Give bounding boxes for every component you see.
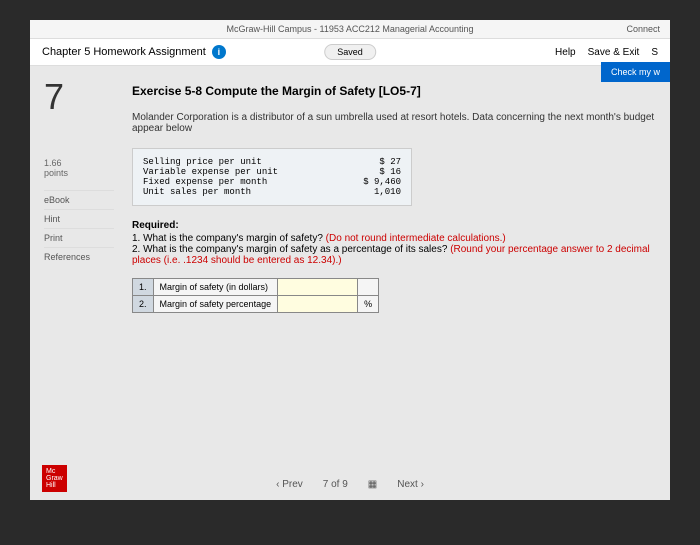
prev-button[interactable]: ‹ Prev [276,479,303,490]
ebook-link[interactable]: eBook [44,190,114,209]
answer-table: 1. Margin of safety (in dollars) 2. Marg… [132,278,379,313]
submit-link[interactable]: S [651,47,658,58]
saved-badge: Saved [324,44,376,60]
exercise-description: Molander Corporation is a distributor of… [132,112,656,134]
connect-link[interactable]: Connect [626,24,660,34]
page-position: 7 of 9 [323,479,348,490]
grid-icon[interactable]: ▦ [368,479,377,490]
save-exit-link[interactable]: Save & Exit [588,47,640,58]
next-button[interactable]: Next › [397,479,424,490]
points-value: 1.66 [44,158,114,168]
points-label: points [44,168,114,178]
print-link[interactable]: Print [44,228,114,247]
course-title: McGraw-Hill Campus - 11953 ACC212 Manage… [227,24,474,34]
references-link[interactable]: References [44,247,114,266]
exercise-title: Exercise 5-8 Compute the Margin of Safet… [132,84,656,98]
chapter-title: Chapter 5 Homework Assignment [42,46,206,58]
check-work-button[interactable]: Check my w [601,62,670,82]
help-link[interactable]: Help [555,47,576,58]
hint-link[interactable]: Hint [44,209,114,228]
info-icon[interactable]: i [212,45,226,59]
answer-input-1[interactable] [278,279,358,296]
question-number: 7 [44,76,114,118]
data-table: Selling price per unit$ 27Variable expen… [132,148,412,206]
answer-input-2[interactable] [278,296,358,313]
required-section: Required: 1. What is the company's margi… [132,220,656,266]
